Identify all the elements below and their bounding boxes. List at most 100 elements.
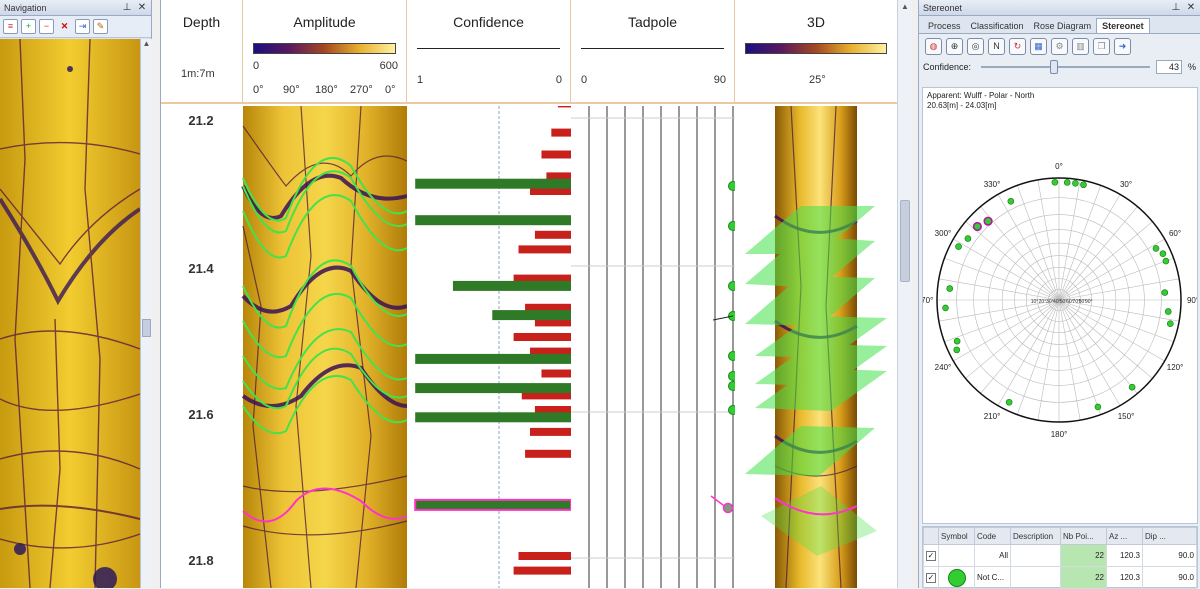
confidence-track[interactable] xyxy=(407,106,572,588)
list-icon[interactable]: ≡ xyxy=(3,19,18,34)
globe-icon[interactable]: ◎ xyxy=(967,37,984,55)
scroll-up-icon[interactable]: ▲ xyxy=(142,39,151,48)
col-description[interactable]: Description xyxy=(1010,527,1061,545)
tadpole-track[interactable] xyxy=(571,106,738,588)
pin-icon[interactable]: ⊥ xyxy=(122,2,132,13)
stereonet-pole[interactable] xyxy=(1051,178,1059,186)
stereonet-diagram[interactable]: 0° 30° 60° 90° 120° 150° 180° 210° 240° 270° 300° 3… xyxy=(923,88,1197,523)
confidence-bar xyxy=(534,230,571,239)
stereonet-plot[interactable]: Apparent: Wulff - Polar - North 20.63[m]… xyxy=(922,87,1198,524)
row-description xyxy=(1010,566,1061,589)
tadpole-header[interactable]: Tadpole 0 90 xyxy=(571,0,735,104)
confidence-slider-knob[interactable] xyxy=(1049,60,1058,74)
stereonet-pole[interactable] xyxy=(955,243,962,250)
scroll-up-icon[interactable]: ▲ xyxy=(901,2,909,11)
stereonet-pole[interactable] xyxy=(942,304,949,312)
col-symbol[interactable]: Symbol xyxy=(938,527,975,545)
confidence-slider[interactable] xyxy=(981,60,1150,74)
stereonet-pole[interactable] xyxy=(1072,180,1079,187)
remove-icon[interactable]: − xyxy=(39,19,54,34)
copy-icon[interactable]: ❐ xyxy=(1093,37,1110,55)
col-nb-points[interactable]: Nb Poi... xyxy=(1060,527,1107,545)
confidence-value-input[interactable]: 43 xyxy=(1156,60,1182,74)
stereonet-pole[interactable] xyxy=(953,337,961,345)
view3d-title: 3D xyxy=(807,14,825,30)
target-icon[interactable]: ⊕ xyxy=(946,37,963,55)
tadpole-selected-marker[interactable] xyxy=(722,502,734,514)
navigation-borehole-image[interactable] xyxy=(0,39,140,588)
stereonet-pole[interactable] xyxy=(972,221,982,232)
stereonet-pole[interactable] xyxy=(953,346,961,354)
row-selector[interactable]: ✓ xyxy=(923,566,939,589)
scroll-thumb[interactable] xyxy=(900,200,910,282)
amplitude-header[interactable]: Amplitude 0 600 0° 90° 180° 270° 0° xyxy=(243,0,407,104)
grid-icon[interactable]: ▦ xyxy=(1030,37,1047,55)
confidence-row: Confidence: 43 % xyxy=(919,58,1200,76)
navigation-scrollbar[interactable]: ▲ xyxy=(140,39,152,588)
stereonet-azimuth-line xyxy=(1058,299,1153,379)
col-code[interactable]: Code xyxy=(974,527,1011,545)
checkbox[interactable]: ✓ xyxy=(926,572,936,583)
row-selector[interactable]: ✓ xyxy=(923,544,939,567)
stereonet-pole[interactable] xyxy=(1161,289,1169,296)
confidence-header[interactable]: Confidence 1 0 xyxy=(407,0,571,104)
stereonet-pole[interactable] xyxy=(1005,398,1013,406)
settings-icon[interactable]: ✎ xyxy=(93,19,108,34)
stereonet-pole[interactable] xyxy=(1162,257,1170,265)
tadpole-depth-gridlines xyxy=(571,117,735,559)
stereonet-pole[interactable] xyxy=(964,235,972,242)
stereonet-pole[interactable] xyxy=(983,216,993,226)
depth-header[interactable]: Depth 1m:7m xyxy=(161,0,243,104)
stereonet-pole[interactable] xyxy=(1152,245,1160,252)
stereonet-poles[interactable] xyxy=(942,178,1174,411)
confidence-bar xyxy=(534,318,571,327)
stereonet-pole[interactable] xyxy=(1094,403,1102,411)
stereonet-depth-range: 20.63[m] - 24.03[m] xyxy=(927,101,997,110)
tab-process[interactable]: Process xyxy=(928,21,961,31)
chart-icon[interactable]: ▥ xyxy=(1072,37,1089,55)
tab-classification[interactable]: Classification xyxy=(970,21,1024,31)
checkbox[interactable]: ✓ xyxy=(926,550,936,561)
rotate-icon[interactable]: ↻ xyxy=(1009,37,1026,55)
settings-icon[interactable]: ⚙ xyxy=(1051,37,1068,55)
stereonet-pole[interactable] xyxy=(1128,383,1136,391)
tab-rose-diagram[interactable]: Rose Diagram xyxy=(1033,21,1092,31)
export-icon[interactable]: ⇥ xyxy=(75,19,90,34)
stereonet-azimuth-line xyxy=(1058,299,1165,362)
col-dip[interactable]: Dip ... xyxy=(1142,527,1197,545)
view3d-track[interactable] xyxy=(735,106,897,588)
export-icon[interactable]: ➜ xyxy=(1114,37,1131,55)
confidence-bar xyxy=(530,427,571,436)
confidence-bar xyxy=(513,566,571,575)
table-row[interactable]: ✓ Not C... 22 120.3 90.0 xyxy=(923,566,1197,589)
stereonet-toolbar: ◍ ⊕ ◎ N ↻ ▦ ⚙ ▥ ❐ ➜ xyxy=(919,34,1200,58)
view3d-header[interactable]: 3D 25° xyxy=(735,0,897,104)
stereonet-pole[interactable] xyxy=(1166,320,1174,327)
stereonet-pole[interactable] xyxy=(946,285,954,292)
amplitude-track[interactable] xyxy=(241,106,408,588)
col-azimuth[interactable]: Az ... xyxy=(1106,527,1143,545)
north-icon[interactable]: N xyxy=(988,37,1005,55)
stereonet-pole[interactable] xyxy=(1159,250,1167,258)
tab-stereonet[interactable]: Stereonet xyxy=(1096,18,1150,33)
amplitude-colorscale xyxy=(253,43,396,54)
navigation-panel: Navigation ⊥ ✕ ≡ + − ✕ ⇥ ✎ xyxy=(0,0,152,588)
close-icon[interactable]: ✕ xyxy=(137,2,147,13)
depth-title: Depth xyxy=(182,14,221,30)
close-icon[interactable]: ✕ xyxy=(1186,2,1196,13)
stereonet-panel: Stereonet ⊥ ✕ Process Classification Ros… xyxy=(918,0,1200,589)
stereonet-pole[interactable] xyxy=(1164,308,1172,315)
green-circle-symbol-icon xyxy=(947,568,966,587)
depth-label-21-2: 21.2 xyxy=(188,113,213,128)
table-row[interactable]: ✓ All 22 120.3 90.0 xyxy=(923,544,1197,567)
pin-icon[interactable]: ⊥ xyxy=(1171,2,1181,13)
stereonet-pole[interactable] xyxy=(1080,181,1087,189)
stereonet-pole[interactable] xyxy=(1063,179,1071,186)
delete-icon[interactable]: ✕ xyxy=(60,21,69,31)
log-tracks[interactable]: 21.2 21.4 21.6 21.8 xyxy=(161,106,897,588)
log-vertical-scrollbar[interactable]: ▲ xyxy=(897,0,912,588)
stereonet-icon[interactable]: ◍ xyxy=(925,37,942,55)
add-icon[interactable]: + xyxy=(21,19,36,34)
stereonet-pole[interactable] xyxy=(1007,197,1015,205)
scroll-thumb[interactable] xyxy=(142,319,151,337)
